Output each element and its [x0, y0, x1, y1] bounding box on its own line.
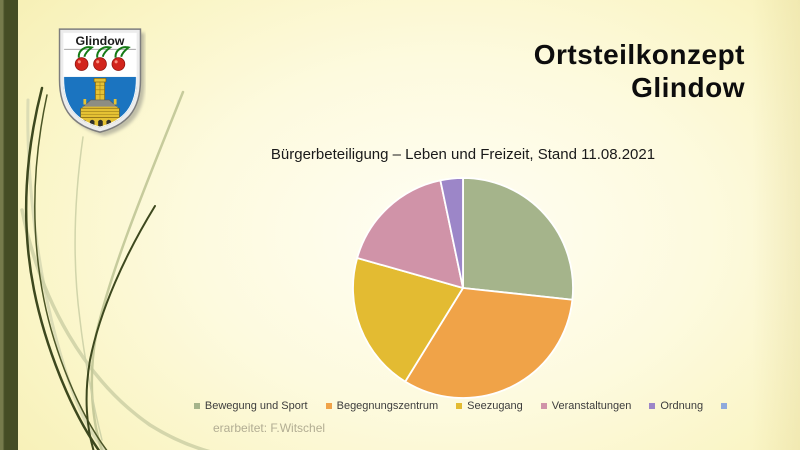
- legend-item-veranstaltungen: Veranstaltungen: [540, 400, 632, 412]
- slide-title: Ortsteilkonzept Glindow: [325, 38, 745, 104]
- author-credit: erarbeitet: F.Witschel: [213, 421, 326, 435]
- pie-slice-3: [352, 257, 464, 383]
- legend-marker: [721, 403, 728, 409]
- pie-slice-5: [439, 177, 464, 289]
- grass-wisps-decoration: [20, 86, 211, 450]
- glindow-crest: Glindow: [58, 28, 145, 136]
- pie-slice-1: [462, 177, 574, 301]
- legend-marker: [649, 403, 656, 409]
- crest-banner-text: Glindow: [76, 34, 125, 48]
- pie-slice-4: [356, 179, 464, 289]
- left-accent-bar: [0, 0, 18, 450]
- legend-label: Ordnung: [660, 400, 704, 412]
- legend-marker: [325, 403, 332, 409]
- legend-label: Bewegung und Sport: [204, 400, 308, 412]
- legend-item-extra: [721, 403, 732, 409]
- legend-marker: [540, 403, 547, 409]
- legend-item-seezugang: Seezugang: [456, 400, 523, 412]
- legend-label: Seezugang: [467, 400, 523, 412]
- legend-marker: [193, 403, 200, 409]
- chart-title: Bürgerbeteiligung – Leben und Freizeit, …: [270, 146, 656, 163]
- slide-title-line2: Glindow: [631, 72, 745, 103]
- slide-title-line1: Ortsteilkonzept: [533, 39, 745, 70]
- legend-item-ordnung: Ordnung: [649, 400, 703, 412]
- legend-label: Veranstaltungen: [551, 400, 632, 412]
- legend-item-bewegung-und-sport: Bewegung und Sport: [193, 400, 308, 412]
- pie-chart: [352, 177, 574, 399]
- chart-legend: Bewegung und Sport Begegnungszentrum See…: [163, 400, 763, 412]
- legend-label: Begegnungszentrum: [336, 400, 439, 412]
- legend-item-begegnungszentrum: Begegnungszentrum: [325, 400, 439, 412]
- cherries: [74, 46, 131, 71]
- legend-marker: [456, 403, 463, 409]
